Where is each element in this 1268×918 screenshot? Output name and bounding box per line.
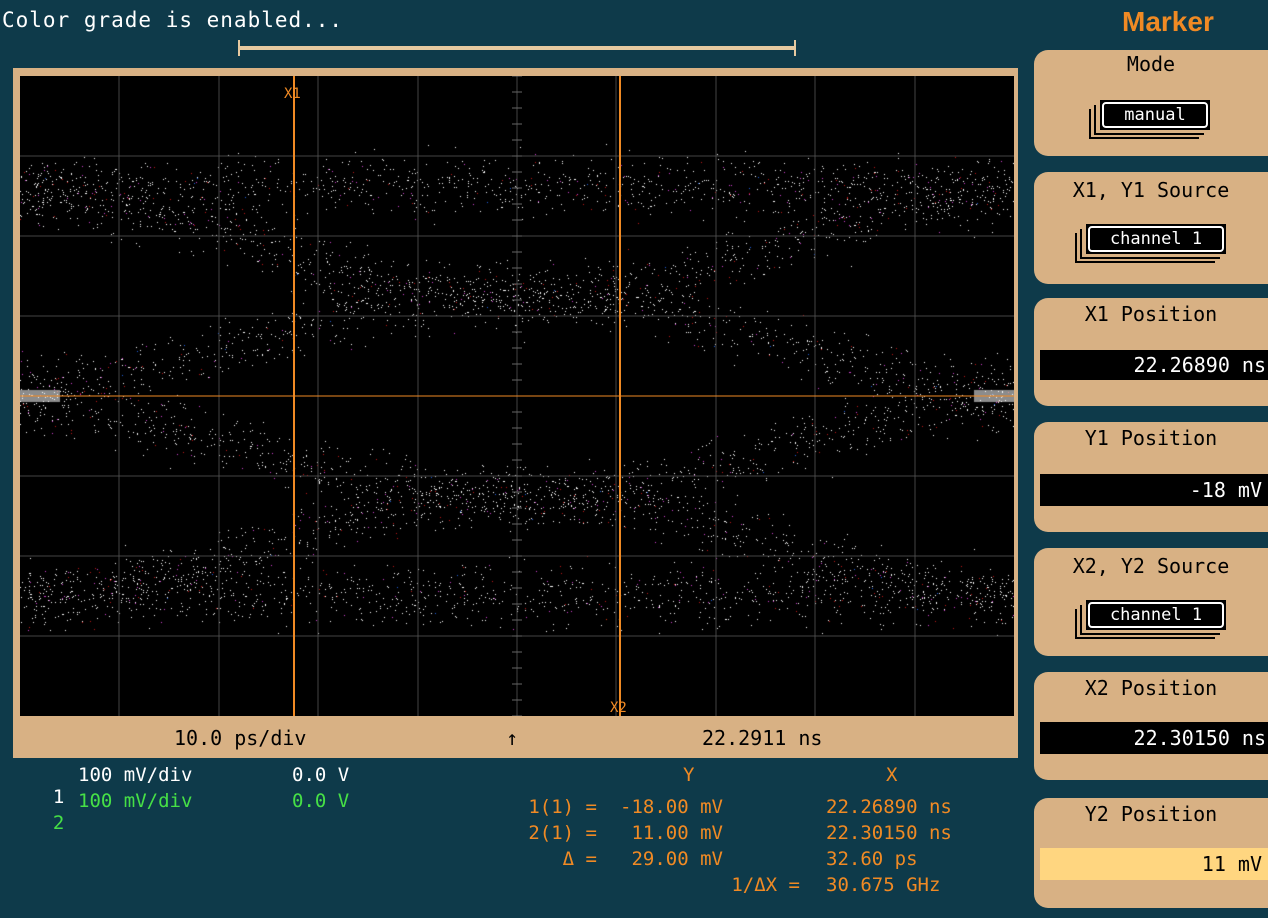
- marker-x1-label: X1: [284, 86, 301, 102]
- graticule: X1 X2: [20, 76, 1014, 716]
- marker-x2-label: X2: [610, 700, 627, 716]
- channel-2-offset: 0.0 V: [292, 790, 350, 812]
- channel-1-number: 1: [52, 786, 65, 808]
- status-message: Color grade is enabled...: [2, 8, 344, 32]
- channel-1-info: 1: [30, 764, 64, 808]
- y2-position-label: Y2 Position: [1084, 802, 1218, 826]
- y1-position-softkey[interactable]: Y1 Position -18 mV: [1034, 422, 1268, 532]
- meas-row1-x: 22.26890 ns: [826, 796, 952, 818]
- menu-title: Marker: [1122, 6, 1214, 37]
- meas-row1-y: -18.00 mV: [620, 796, 723, 818]
- x1y1-source-label: X1, Y1 Source: [1072, 178, 1230, 202]
- channel-2-scale: 100 mV/div: [78, 790, 193, 812]
- x2-position-field[interactable]: 22.30150 ns: [1040, 722, 1268, 754]
- x2y2-source-select-button[interactable]: channel 1: [1086, 600, 1226, 630]
- y2-position-field[interactable]: 11 mV: [1040, 848, 1268, 880]
- meas-delta-y: 29.00 mV: [631, 848, 723, 870]
- trigger-arrow-icon: ↑: [506, 726, 519, 750]
- x1-position-label: X1 Position: [1084, 302, 1218, 326]
- meas-row2-label: 2(1) =: [528, 822, 597, 844]
- meas-row1-label: 1(1) =: [528, 796, 597, 818]
- meas-inverse-x: 30.675 GHz: [826, 874, 941, 896]
- timebase-scale: 10.0 ps/div: [174, 726, 307, 750]
- x2y2-source-label: X2, Y2 Source: [1072, 554, 1230, 578]
- x1y1-source-softkey[interactable]: X1, Y1 Source channel 1: [1034, 172, 1268, 284]
- mode-value: manual: [1102, 102, 1208, 128]
- mode-select-button[interactable]: manual: [1100, 100, 1210, 130]
- mode-softkey[interactable]: Mode manual: [1034, 50, 1268, 156]
- measurement-col-y-header: Y: [683, 764, 695, 786]
- meas-row2-y: 11.00 mV: [631, 822, 723, 844]
- channel-1-offset: 0.0 V: [292, 764, 350, 786]
- channel-2-number: 2: [52, 812, 65, 834]
- x1y1-source-select-button[interactable]: channel 1: [1086, 224, 1226, 254]
- acquisition-progress-bar: [238, 40, 796, 56]
- y1-position-field[interactable]: -18 mV: [1040, 474, 1268, 506]
- waveform-display[interactable]: X1 X2: [20, 76, 1014, 716]
- x2y2-source-softkey[interactable]: X2, Y2 Source channel 1: [1034, 548, 1268, 656]
- x2-position-label: X2 Position: [1084, 676, 1218, 700]
- measurement-col-x-header: X: [886, 764, 898, 786]
- y1-position-label: Y1 Position: [1084, 426, 1218, 450]
- channel-1-scale: 100 mV/div: [78, 764, 193, 786]
- mode-label: Mode: [1126, 52, 1176, 76]
- meas-row2-x: 22.30150 ns: [826, 822, 952, 844]
- meas-delta-label: Δ =: [562, 848, 597, 870]
- x1-position-field[interactable]: 22.26890 ns: [1040, 350, 1268, 380]
- channel-2-info: 2: [30, 790, 64, 834]
- x1-position-softkey[interactable]: X1 Position 22.26890 ns: [1034, 298, 1268, 406]
- timebase-position: 22.2911 ns: [702, 726, 823, 750]
- x2y2-source-value: channel 1: [1088, 602, 1224, 628]
- meas-delta-x: 32.60 ps: [826, 848, 918, 870]
- x2-position-softkey[interactable]: X2 Position 22.30150 ns: [1034, 672, 1268, 780]
- y2-position-softkey[interactable]: Y2 Position 11 mV: [1034, 798, 1268, 908]
- x1y1-source-value: channel 1: [1088, 226, 1224, 252]
- meas-inverse-label: 1/ΔX =: [731, 874, 800, 896]
- timebase-bar: 10.0 ps/div ↑ 22.2911 ns: [20, 720, 1014, 756]
